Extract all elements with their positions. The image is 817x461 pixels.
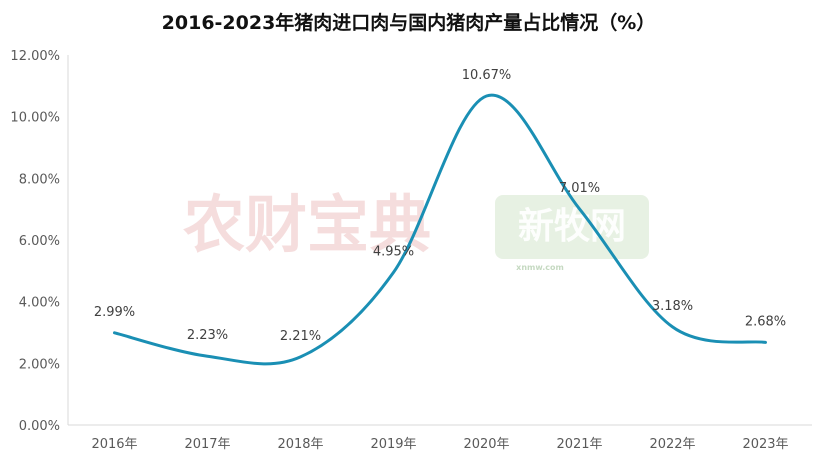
x-tick-label: 2018年	[277, 437, 323, 452]
axes: 0.00% 2.00% 4.00% 6.00% 8.00% 10.00% 12.00% 201…	[10, 49, 812, 452]
x-tick-label: 2022年	[649, 437, 695, 452]
data-label: 10.67%	[462, 68, 512, 83]
y-tick-label: 10.00%	[10, 111, 60, 126]
y-tick-label: 12.00%	[10, 49, 60, 64]
x-tick-label: 2016年	[91, 437, 137, 452]
series-line	[113, 93, 767, 366]
data-label: 3.18%	[652, 299, 693, 314]
y-tick-label: 4.00%	[19, 296, 60, 311]
data-label: 4.95%	[373, 244, 414, 259]
chart-title: 2016-2023年猪肉进口肉与国内猪肉产量占比情况（%）	[161, 12, 656, 34]
data-label: 2.99%	[94, 305, 135, 320]
watermark: 农财宝典 新牧网 xnmw.com	[183, 188, 649, 272]
x-tick-label: 2023年	[742, 437, 788, 452]
data-label: 2.23%	[187, 328, 228, 343]
watermark-xinmuwang-url: xnmw.com	[516, 263, 564, 272]
y-tick-label: 8.00%	[19, 172, 60, 187]
x-tick-label: 2021年	[556, 437, 602, 452]
data-label: 2.68%	[745, 314, 786, 329]
watermark-xinmuwang-box	[495, 195, 649, 259]
y-tick-label: 6.00%	[19, 234, 60, 249]
data-label: 2.21%	[280, 329, 321, 344]
watermark-xinmuwang: 新牧网	[518, 206, 626, 247]
x-tick-label: 2019年	[370, 437, 416, 452]
x-tick-label: 2017年	[184, 437, 230, 452]
series	[113, 93, 767, 366]
data-labels: 2.99% 2.23% 2.21% 4.95% 10.67% 7.01% 3.18% 2.68…	[94, 68, 786, 344]
data-label: 7.01%	[559, 181, 600, 196]
y-tick-label: 2.00%	[19, 357, 60, 372]
y-tick-label: 0.00%	[19, 419, 60, 434]
x-tick-label: 2020年	[463, 437, 509, 452]
watermark-nongcaibaodian: 农财宝典	[183, 188, 431, 261]
